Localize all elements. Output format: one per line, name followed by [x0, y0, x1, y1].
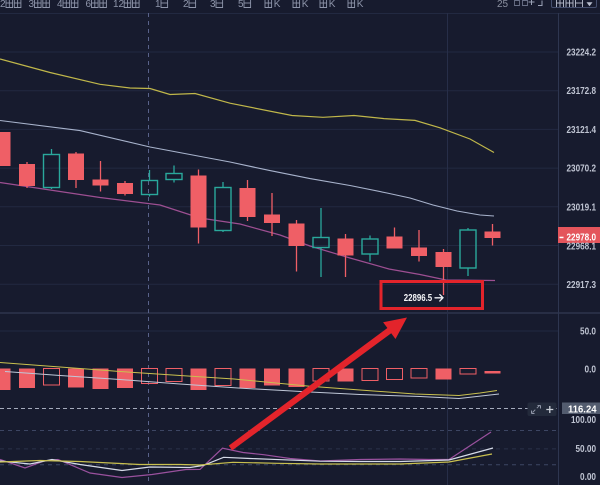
svg-text:K: K [357, 0, 364, 10]
svg-text:5: 5 [238, 0, 244, 10]
svg-text:25: 25 [497, 0, 509, 10]
svg-text:2: 2 [0, 0, 6, 10]
svg-text:1: 1 [155, 0, 161, 10]
svg-text:3: 3 [29, 0, 35, 10]
svg-text:6: 6 [86, 0, 92, 10]
svg-text:22896.5: 22896.5 [404, 293, 433, 304]
svg-text:23019.1: 23019.1 [567, 202, 597, 213]
svg-text:50.00: 50.00 [576, 444, 597, 455]
svg-text:50.0: 50.0 [580, 327, 596, 338]
svg-text:22917.3: 22917.3 [567, 280, 597, 291]
svg-text:2: 2 [183, 0, 189, 10]
svg-text:100.00: 100.00 [571, 415, 596, 426]
svg-text:K: K [302, 0, 309, 10]
svg-text:22968.1: 22968.1 [567, 241, 597, 252]
svg-text:3: 3 [210, 0, 216, 10]
svg-text:116.24: 116.24 [568, 405, 597, 416]
svg-text:22978.0: 22978.0 [567, 233, 597, 244]
svg-text:K: K [274, 0, 281, 10]
svg-text:23070.2: 23070.2 [567, 164, 597, 175]
svg-text:12: 12 [113, 0, 125, 10]
svg-text:0.00: 0.00 [580, 472, 596, 483]
svg-text:0.0: 0.0 [585, 365, 597, 376]
svg-text:4: 4 [57, 0, 63, 10]
svg-text:K: K [329, 0, 336, 10]
svg-text:23121.4: 23121.4 [567, 125, 597, 136]
svg-text:23224.2: 23224.2 [567, 48, 597, 59]
svg-text:23172.8: 23172.8 [567, 86, 597, 97]
